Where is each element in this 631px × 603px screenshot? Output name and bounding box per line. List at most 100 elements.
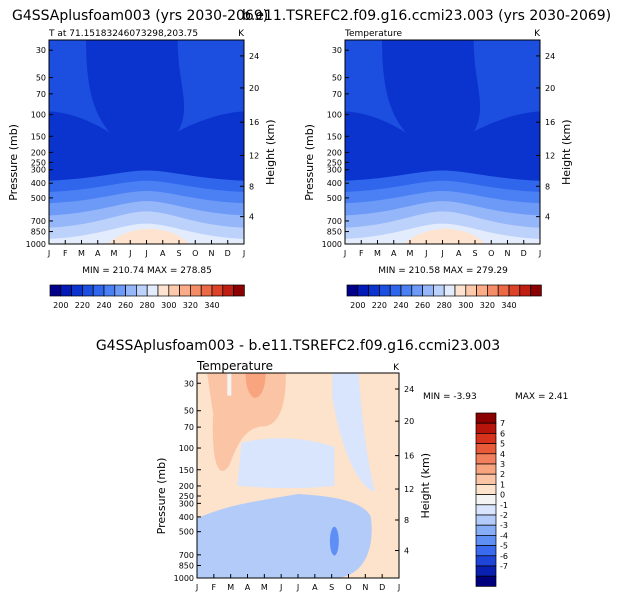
colorbar-label: 320 [480, 301, 495, 310]
pressure-tick-label: 500 [31, 194, 46, 203]
colorbar-label: 300 [161, 301, 176, 310]
colorbar-label: 300 [458, 301, 473, 310]
contour-band [49, 111, 244, 181]
colorbar-cell [475, 504, 497, 516]
pressure-tick-label: 70 [332, 90, 342, 99]
month-tick-label: M [78, 249, 85, 258]
height-tick-label: 12 [249, 151, 259, 160]
title-bottom: G4SSAplusfoam003 - b.e11.TSREFC2.f09.g16… [96, 338, 500, 354]
colorbar-cell [475, 565, 497, 577]
colorbar-label: 260 [415, 301, 430, 310]
month-tick-label: J [343, 249, 346, 258]
left-label: Temperature [196, 359, 273, 373]
colorbar-label: 200 [350, 301, 365, 310]
height-tick-label: 16 [545, 118, 555, 127]
colorbar-cell [475, 412, 497, 424]
height-tick-label: 20 [249, 84, 259, 93]
height-tick-label: 12 [545, 151, 555, 160]
colorbar-label: 5 [500, 440, 505, 449]
month-tick-label: A [95, 249, 101, 258]
month-tick-label: J [242, 249, 245, 258]
colorbar-cell [454, 284, 467, 297]
month-tick-label: N [505, 249, 511, 258]
pressure-tick-label: 200 [327, 148, 342, 157]
contour-band [107, 228, 190, 244]
contour-band [237, 438, 335, 489]
pressure-tick-label: 250 [179, 492, 194, 501]
colorbar-label: -7 [500, 562, 508, 571]
y-axis-label: Pressure (mb) [155, 458, 168, 535]
month-tick-label: J [424, 249, 427, 258]
height-tick-label: 4 [249, 213, 254, 222]
colorbar-label: -2 [500, 511, 508, 520]
pressure-tick-label: 30 [184, 379, 194, 388]
y-axis-label: Pressure (mb) [7, 124, 20, 201]
colorbar-cell [443, 284, 456, 297]
contour-band [227, 373, 232, 396]
right-label: K [393, 363, 400, 373]
colorbar-cell [211, 284, 224, 297]
colorbar-right: 200 220 240 260 280 300 320 340 [346, 284, 542, 310]
colorbar-cell [357, 284, 369, 297]
month-tick-label: J [195, 583, 198, 592]
month-tick-label: F [359, 249, 364, 258]
colorbar-cell [475, 535, 497, 546]
colorbar-cell [146, 284, 159, 297]
colorbar-cell [475, 433, 497, 444]
colorbar-label: 7 [500, 419, 505, 428]
colorbar-label: 260 [118, 301, 133, 310]
left-label: Temperature [344, 29, 402, 39]
colorbar-cell [475, 575, 497, 587]
panel-right: Temperature K 30507010015020025030040050… [303, 29, 573, 310]
colorbar-cell [475, 453, 497, 465]
left-label: T at 71.15183246073298,203.75 [48, 29, 198, 39]
colorbar-label: -4 [500, 531, 508, 540]
colorbar-cell [476, 284, 488, 297]
contour-band [403, 228, 486, 244]
colorbar-left: 200 220 240 260 280 300 320 340 [49, 284, 245, 310]
height-tick-label: 24 [249, 52, 259, 61]
colorbar-label: 340 [204, 301, 219, 310]
colorbar-cell [71, 284, 83, 297]
colorbar-cell [346, 284, 359, 297]
pressure-tick-label: 700 [31, 217, 46, 226]
colorbar-cell [92, 284, 105, 297]
pressure-tick-label: 500 [179, 528, 194, 537]
month-tick-label: J [128, 249, 131, 258]
contour-band [86, 40, 185, 155]
height-tick-label: 12 [404, 485, 414, 494]
stats-max: MAX = 2.41 [515, 392, 568, 402]
contour-band [197, 493, 372, 578]
colorbar-cell [475, 524, 497, 536]
colorbar-label: 240 [393, 301, 408, 310]
pressure-tick-label: 500 [327, 194, 342, 203]
pressure-tick-label: 150 [327, 132, 342, 141]
contour-fill-bottom [197, 373, 399, 578]
contour-fill-right [345, 40, 540, 244]
colorbar-cell [136, 284, 148, 297]
month-tick-label: O [345, 583, 351, 592]
contour-band [382, 40, 481, 155]
pressure-tick-label: 250 [31, 158, 46, 167]
y2-axis-label: Height (km) [560, 119, 573, 185]
colorbar-cell [168, 284, 180, 297]
colorbar-label: 320 [183, 301, 198, 310]
colorbar-label: 220 [75, 301, 90, 310]
colorbar-cell [222, 284, 234, 297]
month-tick-label: M [407, 249, 414, 258]
y2-axis-label: Height (km) [264, 119, 277, 185]
colorbar-cell [389, 284, 402, 297]
height-tick-label: 4 [404, 547, 409, 556]
colorbar-label: 220 [372, 301, 387, 310]
month-tick-label: S [176, 249, 181, 258]
panel-left: T at 71.15183246073298,203.75 K 30 50 70 10… [7, 29, 277, 310]
month-tick-label: M [261, 583, 268, 592]
pressure-tick-label: 850 [31, 228, 46, 237]
month-tick-label: N [362, 583, 368, 592]
colorbar-cell [519, 284, 531, 297]
